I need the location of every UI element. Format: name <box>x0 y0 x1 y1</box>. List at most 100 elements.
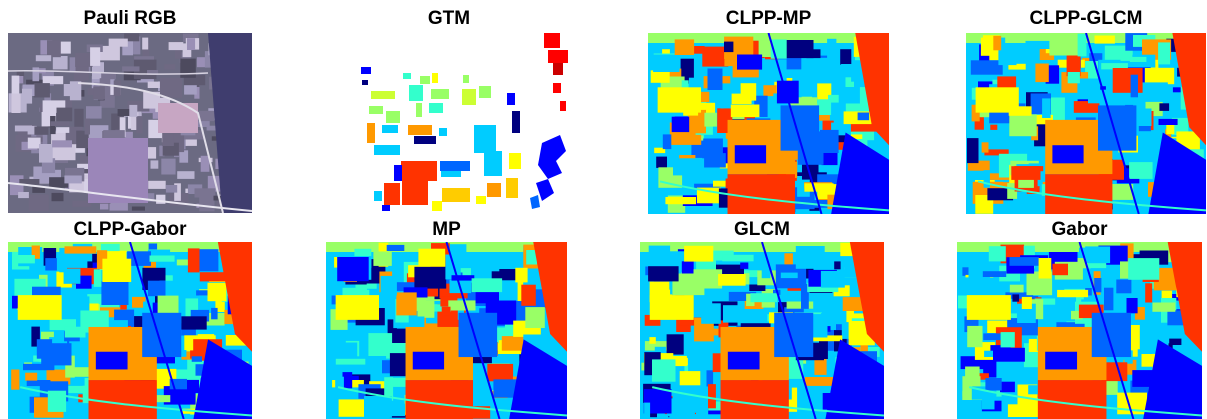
image-field <box>213 195 222 201</box>
image-field <box>194 87 200 99</box>
image-field <box>199 195 215 212</box>
field-patch <box>149 255 175 262</box>
field-patch <box>780 272 798 279</box>
field-patch <box>998 48 1017 66</box>
field-patch <box>476 361 488 387</box>
image-field <box>50 121 70 126</box>
field-patch <box>827 194 835 210</box>
field-patch <box>1104 287 1114 311</box>
field-patch <box>526 250 537 265</box>
field-patch <box>724 55 736 67</box>
field-patch <box>971 104 980 122</box>
field-patch <box>1025 40 1055 49</box>
field-patch <box>704 112 717 127</box>
field-patch <box>101 281 129 305</box>
field-patch <box>690 46 705 54</box>
field-patch <box>93 269 102 287</box>
image-field <box>131 112 139 130</box>
image-field <box>174 183 181 201</box>
field-patch <box>191 356 202 362</box>
field-patch <box>176 259 198 266</box>
panel-title: CLPP-Gabor <box>73 219 187 240</box>
gtm-class-patch <box>512 111 520 133</box>
map-region <box>849 242 884 352</box>
field-patch <box>674 39 695 55</box>
field-patch <box>225 335 250 346</box>
field-patch <box>982 141 1011 153</box>
field-patch <box>984 149 1009 156</box>
image-field <box>34 126 49 135</box>
field-patch <box>640 242 884 252</box>
field-patch <box>1037 380 1107 419</box>
field-patch <box>822 120 834 139</box>
gtm-class-patch <box>374 191 382 201</box>
field-patch <box>665 197 696 205</box>
image-field <box>72 200 92 207</box>
field-patch <box>412 351 445 370</box>
field-patch <box>983 333 1011 341</box>
field-patch <box>458 312 498 358</box>
field-patch <box>980 382 988 390</box>
image-field <box>97 45 120 61</box>
field-patch <box>17 255 35 264</box>
field-patch <box>1009 284 1024 293</box>
image-road <box>77 82 224 213</box>
field-patch <box>727 174 796 214</box>
gtm-class-patch <box>367 123 375 143</box>
field-patch <box>737 54 763 70</box>
field-patch <box>1098 105 1137 151</box>
road-line <box>767 33 823 214</box>
field-patch <box>1057 289 1089 298</box>
clpp-gabor-svg <box>8 242 252 419</box>
field-patch <box>694 183 721 190</box>
field-patch <box>1042 98 1051 118</box>
field-patch <box>672 393 697 413</box>
mp-map <box>326 242 567 419</box>
road-line <box>651 386 884 417</box>
road-line <box>129 242 185 419</box>
field-patch <box>142 312 182 358</box>
field-patch <box>648 33 889 43</box>
field-patch <box>657 87 702 113</box>
field-patch <box>390 377 410 387</box>
image-field <box>27 137 41 149</box>
gtm-class-patch <box>386 111 400 123</box>
map-region <box>831 132 889 214</box>
field-patch <box>1009 114 1037 137</box>
panel-title: Pauli RGB <box>83 8 177 29</box>
field-patch <box>755 114 785 122</box>
field-patch <box>390 403 405 417</box>
image-field <box>92 62 104 80</box>
field-patch <box>648 245 671 259</box>
field-patch <box>1045 351 1078 370</box>
field-patch <box>418 248 446 267</box>
image-field <box>161 158 176 175</box>
field-patch <box>962 267 974 276</box>
field-patch <box>1134 307 1145 320</box>
panel-title: MP <box>432 219 461 240</box>
field-patch <box>985 378 1002 391</box>
field-patch <box>1005 292 1036 299</box>
mp-svg <box>326 242 567 419</box>
panel-gtm: GTM <box>324 4 574 213</box>
field-patch <box>734 145 767 164</box>
image-field <box>19 179 40 185</box>
field-patch <box>95 351 128 370</box>
map-region <box>193 339 252 419</box>
panel-clpp-glcm: CLPP-GLCM <box>966 4 1206 214</box>
glcm-map <box>640 242 884 419</box>
image-field <box>35 55 52 62</box>
field-patch <box>64 246 97 254</box>
panel-clpp-mp: CLPP-MP <box>648 4 889 214</box>
field-patch <box>405 380 474 419</box>
image-field <box>100 201 109 210</box>
field-patch <box>780 105 820 151</box>
image-field <box>187 38 196 50</box>
image-field <box>165 185 178 193</box>
field-patch <box>1000 332 1015 348</box>
gtm-class-patch <box>384 183 400 205</box>
gtm-class-patch <box>429 103 443 113</box>
image-field <box>158 103 198 133</box>
gtm-class-patch <box>362 80 368 85</box>
panel-title: GLCM <box>734 219 790 240</box>
